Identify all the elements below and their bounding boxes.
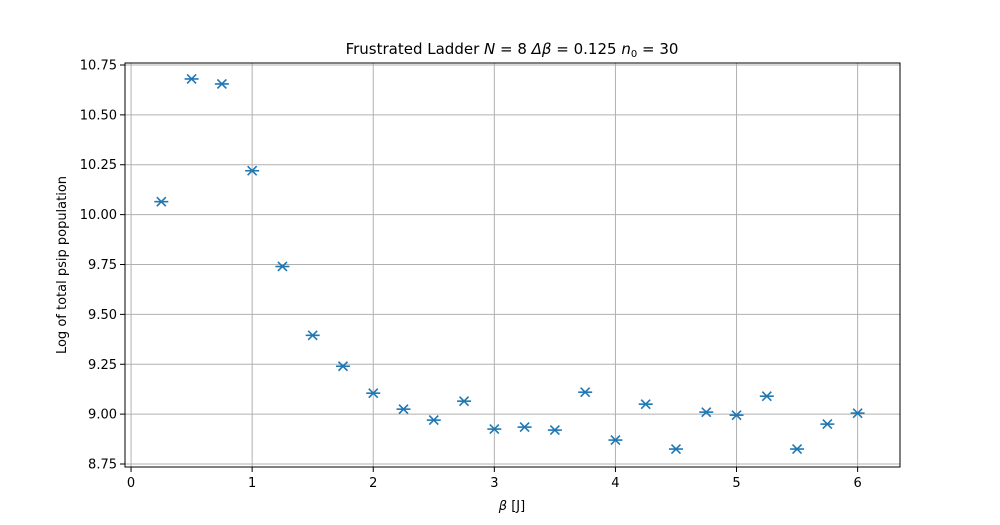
data-point	[214, 78, 229, 90]
y-tick-label: 10.25	[80, 158, 117, 173]
y-axis-label: Log of total psip population	[55, 176, 70, 354]
data-point	[790, 443, 805, 455]
x-tick-label: 0	[127, 476, 135, 491]
x-tick-label: 1	[248, 476, 256, 491]
data-point	[245, 165, 260, 176]
x-axis-label: β [J]	[498, 499, 525, 514]
data-point	[699, 407, 714, 418]
x-axis-ticks: 0 1 2 3 4 5 6	[127, 467, 862, 491]
y-tick-label: 9.75	[88, 258, 117, 273]
data-point	[729, 410, 744, 421]
y-tick-label: 8.75	[88, 458, 117, 473]
data-point	[154, 196, 169, 207]
x-tick-label: 5	[732, 476, 740, 491]
y-axis-ticks: 8.75 9.00 9.25 9.50 9.75 10.00 10.25 10.50 10.75	[80, 58, 125, 473]
data-point	[275, 261, 290, 272]
data-point	[578, 387, 593, 398]
y-tick-label: 10.50	[80, 108, 117, 123]
data-point	[305, 330, 320, 341]
data-point	[820, 419, 835, 430]
data-point	[608, 435, 623, 446]
data-points	[154, 73, 865, 455]
x-tick-label: 3	[490, 476, 498, 491]
data-point	[850, 408, 865, 419]
data-point	[547, 425, 562, 436]
y-tick-label: 9.50	[88, 308, 117, 323]
grid	[125, 63, 900, 467]
data-point	[396, 404, 411, 415]
y-tick-label: 10.75	[80, 58, 117, 73]
chart-title: Frustrated Ladder N = 8 Δβ = 0.125 n0 = …	[346, 40, 679, 60]
data-point	[426, 415, 441, 426]
data-point	[366, 388, 381, 399]
x-tick-label: 4	[611, 476, 619, 491]
x-tick-label: 2	[369, 476, 377, 491]
y-tick-label: 9.00	[88, 408, 117, 423]
data-point	[184, 73, 199, 85]
data-point	[638, 399, 653, 410]
y-tick-label: 9.25	[88, 358, 117, 373]
y-tick-label: 10.00	[80, 208, 117, 223]
data-point	[517, 422, 532, 433]
data-point	[457, 396, 472, 407]
data-point	[668, 443, 683, 455]
data-point	[487, 424, 502, 435]
x-tick-label: 6	[853, 476, 861, 491]
plot-frame	[124, 62, 901, 468]
data-point	[759, 391, 774, 402]
data-point	[335, 361, 350, 372]
